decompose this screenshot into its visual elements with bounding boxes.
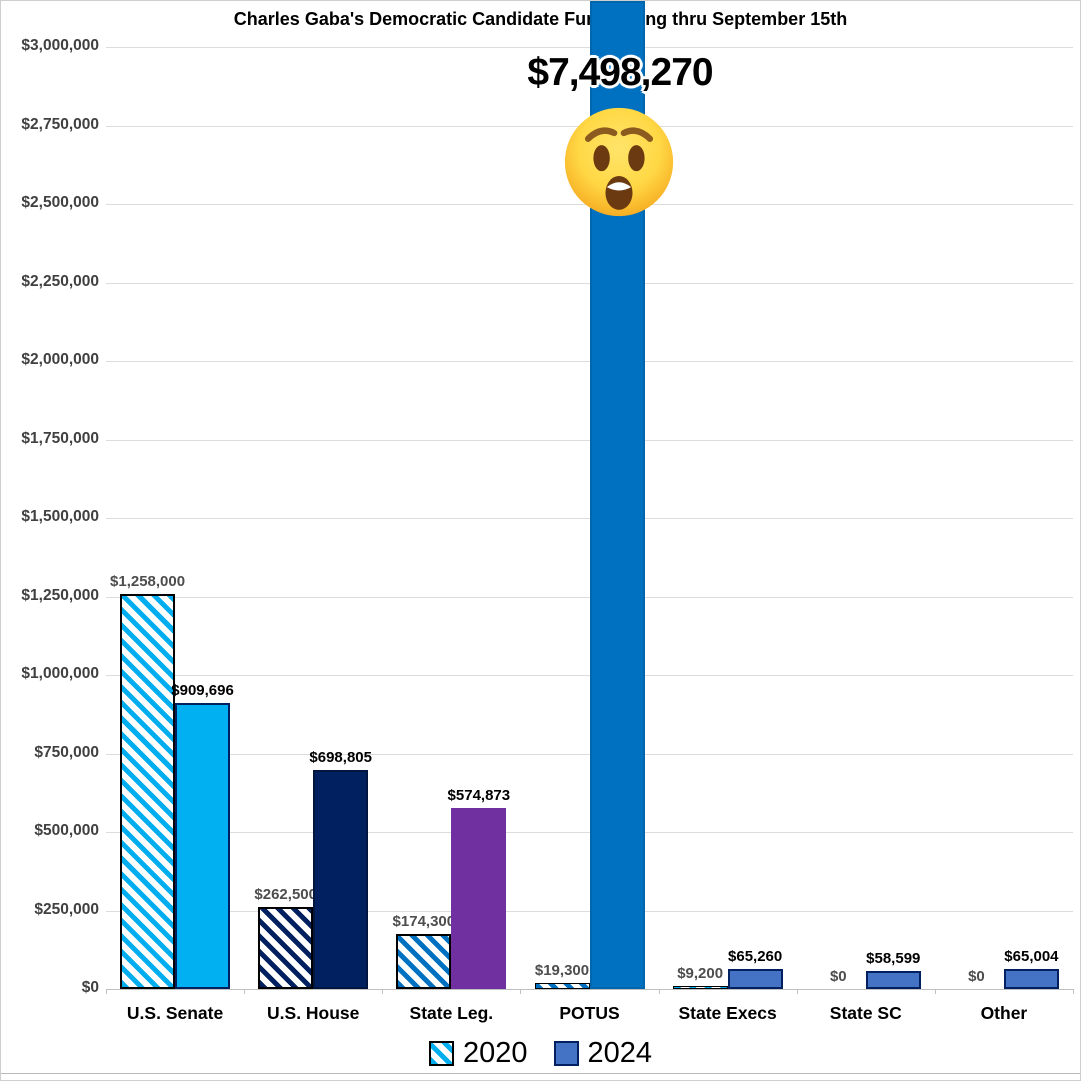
x-axis-tick [106,989,107,994]
data-label-2024-u-s-house: $698,805 [309,748,372,766]
y-axis-tick-label: $0 [81,979,99,996]
data-label-2020-u-s-senate: $1,258,000 [110,572,186,590]
chart-frame-bottom-border [1,1073,1080,1074]
bar-2020-state-execs [672,986,728,989]
category-label-other: Other [980,1003,1028,1023]
bar-2024-state-leg [451,808,507,989]
category-label-state-sc: State SC [829,1003,902,1023]
category-label-u-s-senate: U.S. Senate [126,1003,224,1023]
x-axis-tick [382,989,384,994]
legend-item-2024: 2024 [553,1036,653,1070]
data-label-2020-other: $0 [968,968,985,985]
data-label-2024-state-execs: $65,260 [728,947,783,965]
y-axis-tick-label: $1,500,000 [21,508,99,525]
y-axis-tick-label: $2,750,000 [21,115,99,133]
y-axis-tick-label: $500,000 [34,822,99,839]
y-axis-tick-label: $750,000 [34,743,99,761]
x-axis-tick [520,989,522,994]
data-label-2024-other: $65,004 [1004,947,1059,965]
legend-swatch-2024 [553,1040,579,1066]
data-label-2020-potus: $19,300 [534,961,590,979]
bar-2024-other [1003,968,1059,989]
legend-item-2020: 2020 [428,1036,528,1070]
y-axis-tick-label: $1,000,000 [21,665,99,682]
bar-2020-potus [534,982,590,989]
data-label-2024-state-sc: $58,599 [866,949,921,967]
chart-title: Charles Gaba's Democratic Candidate Fund… [233,9,848,29]
y-axis-tick-label: $2,000,000 [21,351,99,368]
x-axis-line [106,989,1073,990]
astonished-face-emoji-icon [561,104,677,220]
data-label-2024-u-s-senate: $909,696 [171,682,234,700]
legend-swatch-2020 [428,1040,454,1066]
bar-2020-state-leg [396,934,452,989]
bar-2024-u-s-house [313,769,369,989]
category-label-potus: POTUS [559,1003,620,1023]
x-axis-tick [244,989,246,994]
y-axis-tick-label: $3,000,000 [21,37,99,54]
bar-2020-u-s-senate [120,593,176,989]
bar-2024-state-sc [865,970,921,989]
x-axis-tick [796,989,798,994]
category-label-u-s-house: U.S. House [267,1003,360,1023]
category-label-state-execs: State Execs [678,1003,777,1023]
legend-label-2024: 2024 [587,1036,653,1069]
x-axis-tick [658,989,660,994]
y-axis-tick-label: $1,250,000 [21,586,99,604]
bar-2024-state-execs [727,968,783,989]
y-axis-tick-label: $250,000 [34,900,99,918]
y-axis-tick-label: $1,750,000 [21,429,99,447]
data-label-2020-u-s-house: $262,500 [254,885,317,903]
data-label-2020-state-leg: $174,300 [392,913,456,931]
legend-label-2020: 2020 [462,1036,528,1069]
data-label-2024-state-leg: $574,873 [447,787,511,805]
y-axis-tick-label: $2,500,000 [21,194,99,211]
category-label-state-leg: State Leg. [409,1003,494,1023]
bar-2020-u-s-house [258,906,314,989]
x-axis-tick [1073,989,1074,994]
data-label-2020-state-sc: $0 [829,968,847,985]
y-axis-tick-label: $2,250,000 [21,272,99,290]
bar-2024-u-s-senate [175,703,231,989]
potus-2024-value-callout: $7,498,270 [527,51,713,94]
x-axis-tick [934,989,936,994]
data-label-2020-state-execs: $9,200 [677,965,724,982]
legend: 2020 2024 [1,1035,1080,1071]
